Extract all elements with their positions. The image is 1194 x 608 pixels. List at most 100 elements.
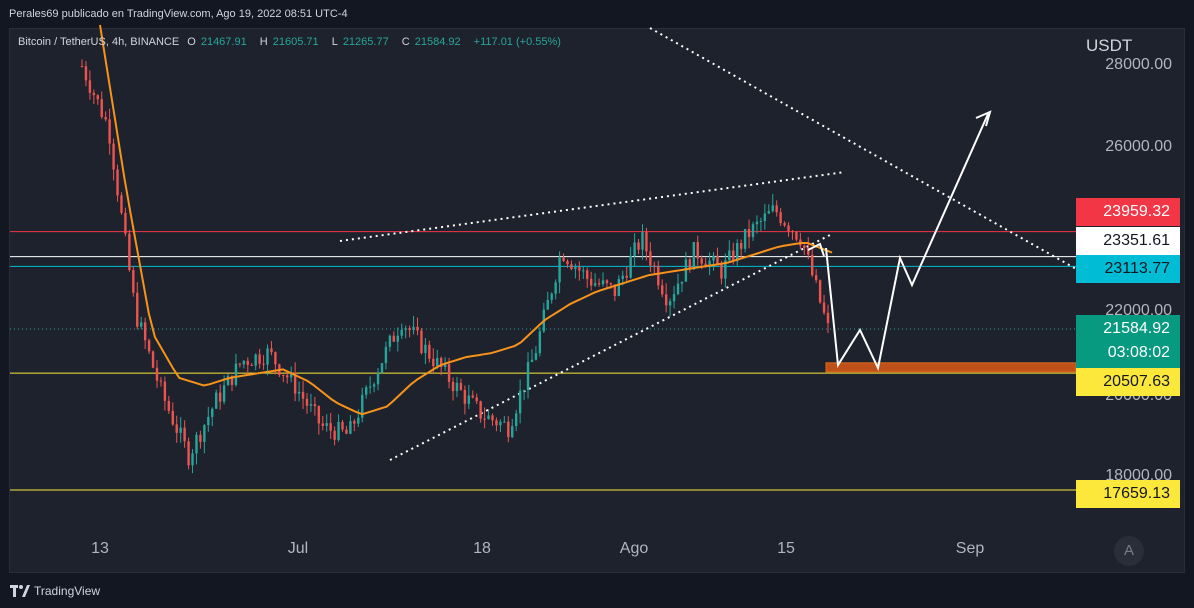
candle-body bbox=[100, 99, 103, 117]
candle-body bbox=[282, 374, 285, 376]
candle-body bbox=[412, 326, 415, 331]
candle-body bbox=[728, 250, 731, 261]
price-tag-white: 23351.61 bbox=[1076, 227, 1180, 255]
candle-body bbox=[420, 330, 423, 353]
candle-body bbox=[325, 423, 328, 426]
candle-body bbox=[392, 335, 396, 342]
candle-body bbox=[262, 363, 265, 365]
candle-body bbox=[783, 223, 786, 226]
price-tag-cyan: 23113.77 bbox=[1076, 255, 1180, 283]
candle-body bbox=[680, 281, 684, 284]
target-zone bbox=[825, 362, 1077, 373]
candle-body bbox=[270, 348, 273, 353]
y-tick-28000: 28000.00 bbox=[1105, 56, 1172, 73]
candle-body bbox=[80, 66, 84, 67]
candle-body bbox=[471, 395, 474, 398]
candle-body bbox=[266, 348, 269, 365]
candle-body bbox=[317, 406, 321, 424]
candle-body bbox=[499, 421, 502, 426]
high-label: H bbox=[259, 36, 268, 48]
price-tag-yellow-upper: 20507.63 bbox=[1076, 368, 1180, 396]
candle-body bbox=[530, 359, 534, 362]
candle-body bbox=[625, 275, 628, 278]
low-value: 21265.77 bbox=[342, 36, 389, 48]
candle-body bbox=[132, 270, 135, 293]
candle-body bbox=[582, 270, 585, 272]
candle-body bbox=[562, 257, 565, 262]
candle-body bbox=[712, 255, 715, 261]
candle-body bbox=[140, 322, 143, 327]
candle-body bbox=[439, 357, 443, 368]
attribution-text: Perales69 publicado en TradingView.com, … bbox=[9, 8, 348, 20]
candle-body bbox=[724, 260, 727, 279]
candle-body bbox=[720, 264, 723, 279]
footer bbox=[0, 578, 1194, 608]
candle-body bbox=[372, 384, 376, 387]
candle-body bbox=[787, 225, 790, 232]
trend-line bbox=[339, 171, 846, 242]
candle-body bbox=[514, 413, 518, 427]
candle-body bbox=[376, 372, 380, 385]
candle-body bbox=[222, 385, 226, 402]
open-label: O bbox=[187, 36, 196, 48]
candle-body bbox=[151, 351, 155, 368]
candle-body bbox=[436, 357, 439, 367]
candle-body bbox=[155, 367, 159, 381]
candle-body bbox=[353, 421, 356, 424]
candle-body bbox=[668, 301, 672, 306]
candle-body bbox=[791, 231, 794, 233]
candle-body bbox=[609, 283, 613, 285]
candle-body bbox=[696, 242, 699, 259]
price-tag-yellow-lower: 17659.13 bbox=[1076, 480, 1180, 508]
y-tick-26000: 26000.00 bbox=[1105, 138, 1172, 155]
candle-body bbox=[775, 205, 778, 213]
price-chart[interactable] bbox=[0, 0, 1194, 578]
candle-body bbox=[120, 195, 123, 213]
candle-body bbox=[747, 228, 751, 237]
x-tick-15: 15 bbox=[777, 540, 795, 557]
candle-body bbox=[84, 66, 88, 81]
candle-body bbox=[732, 250, 735, 262]
tradingview-logo[interactable]: TradingView bbox=[10, 584, 100, 598]
candle-body bbox=[187, 441, 190, 466]
candle-body bbox=[550, 293, 553, 300]
candle-body bbox=[159, 380, 163, 382]
auto-scale-button[interactable]: A bbox=[1114, 536, 1144, 566]
open-value: 21467.91 bbox=[200, 36, 247, 48]
candle-body bbox=[388, 335, 392, 347]
candle-body bbox=[432, 358, 435, 367]
candle-body bbox=[807, 248, 810, 255]
candle-body bbox=[463, 389, 467, 404]
candle-body bbox=[108, 119, 111, 144]
candle-body bbox=[321, 423, 324, 426]
top-bar: Perales69 publicado en TradingView.com, … bbox=[0, 0, 1194, 28]
x-tick-sep: Sep bbox=[955, 540, 985, 557]
candle-body bbox=[586, 270, 589, 279]
candle-body bbox=[479, 401, 482, 419]
candle-body bbox=[124, 212, 127, 234]
candle-body bbox=[755, 221, 759, 225]
candle-body bbox=[649, 251, 652, 266]
candle-body bbox=[286, 375, 289, 378]
candle-body bbox=[408, 328, 411, 331]
candle-body bbox=[112, 143, 115, 170]
candle-body bbox=[708, 260, 711, 268]
moving-average bbox=[99, 24, 833, 416]
candle-body bbox=[507, 421, 510, 438]
candle-body bbox=[795, 231, 798, 240]
candle-body bbox=[309, 404, 313, 406]
candle-body bbox=[333, 430, 336, 440]
candle-body bbox=[554, 282, 557, 294]
candle-body bbox=[684, 259, 688, 282]
candle-body bbox=[447, 364, 451, 382]
candle-body bbox=[822, 302, 826, 313]
candle-body bbox=[349, 421, 352, 434]
candle-body bbox=[128, 233, 131, 271]
candle-body bbox=[226, 375, 230, 386]
candle-body bbox=[246, 360, 249, 365]
candle-body bbox=[163, 381, 167, 401]
candle-body bbox=[274, 352, 277, 365]
symbol-legend[interactable]: Bitcoin / TetherUS, 4h, BINANCE O 21467.9… bbox=[18, 36, 566, 48]
candle-body bbox=[305, 398, 309, 406]
candle-body bbox=[483, 418, 486, 420]
